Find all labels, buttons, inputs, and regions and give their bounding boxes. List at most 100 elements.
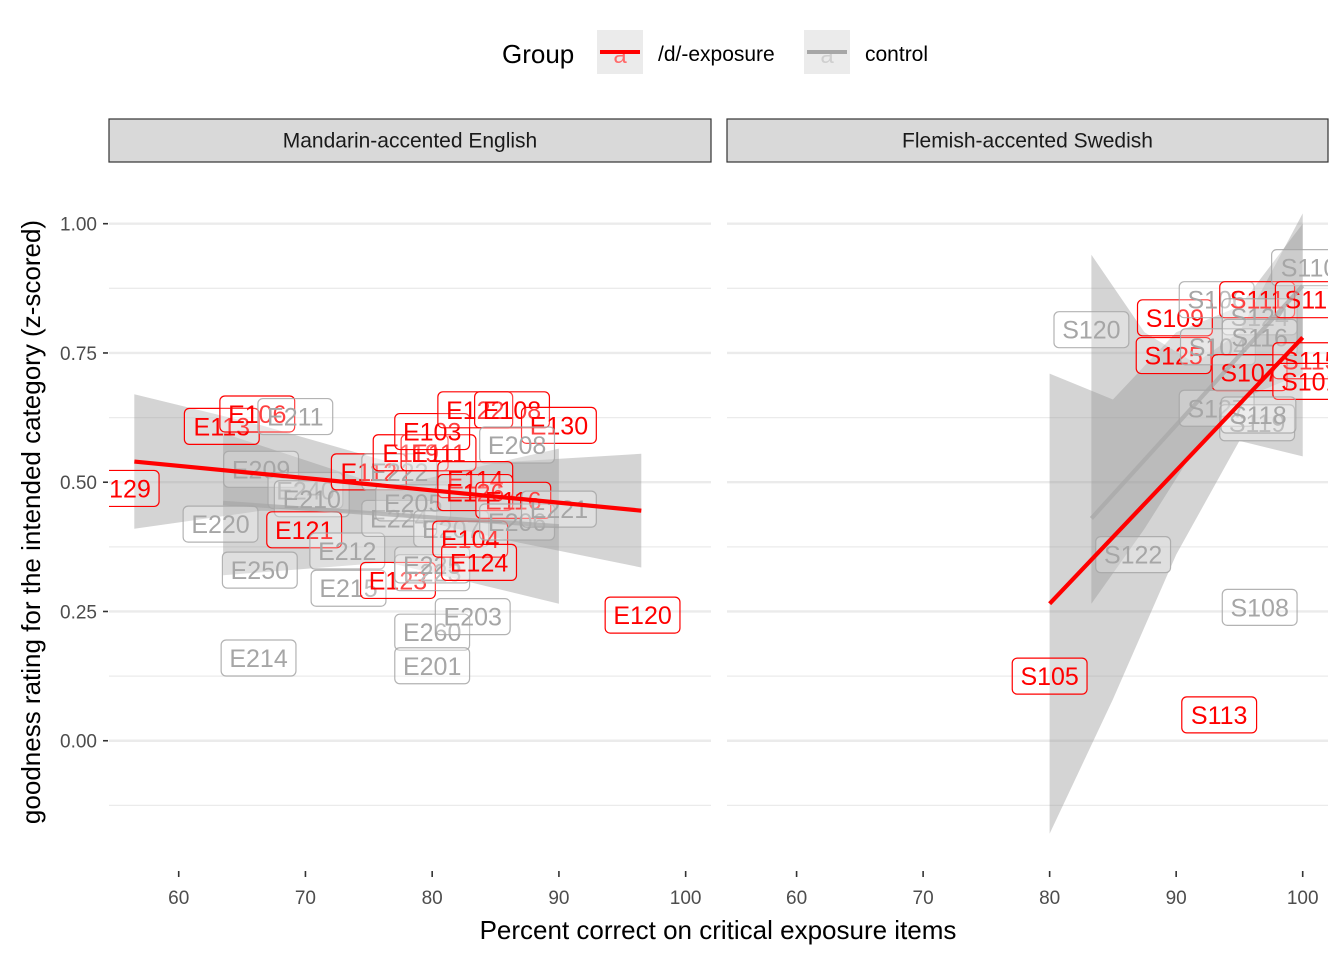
legend: Group a /d/-exposure a control: [502, 30, 928, 74]
fit-line-control: [1089, 284, 1305, 520]
x-tick-label: 70: [913, 888, 934, 909]
label-text: S106: [1187, 287, 1245, 315]
point-label-e119: E119: [372, 434, 449, 472]
fit-line-exposure: [134, 459, 642, 513]
fit-line-control: [222, 500, 560, 529]
label-text: E208: [488, 432, 546, 460]
strip-label: Mandarin-accented English: [283, 130, 537, 153]
label-box: [394, 647, 471, 685]
label-text: S117: [1285, 287, 1342, 315]
label-box: [479, 426, 556, 464]
label-box: [220, 639, 297, 677]
point-label-e211: E211: [257, 397, 334, 436]
y-tick-label: 0.00: [60, 732, 97, 753]
label-box: [361, 453, 438, 491]
point-label-s110: S110: [1271, 249, 1338, 287]
point-label-e212: E212: [309, 532, 386, 570]
label-text: E121: [275, 517, 333, 545]
label-text: S101: [1281, 368, 1339, 396]
point-label-e116: E116: [475, 481, 552, 519]
label-text: S108: [1230, 594, 1288, 622]
legend-label-control: control: [865, 43, 928, 66]
point-label-s108: S108: [1221, 588, 1298, 626]
label-box: [221, 551, 298, 589]
point-label-e106: E106: [219, 395, 296, 433]
label-text: E119: [382, 440, 439, 468]
point-label-s113: S113: [1181, 696, 1258, 734]
point-label-e130: E130: [520, 406, 597, 444]
label-text: E120: [613, 602, 671, 630]
label-box: [266, 511, 343, 549]
y-tick-label: 0.75: [60, 344, 97, 365]
strip-background: [108, 118, 712, 163]
label-box: [474, 391, 551, 429]
label-text: E224: [370, 505, 428, 533]
x-tick-label: 80: [1039, 888, 1060, 909]
label-box: [183, 407, 260, 445]
label-text: S113: [1191, 702, 1248, 730]
point-label-e222: E222: [361, 453, 438, 491]
label-text: S122: [1104, 542, 1162, 570]
label-box: [394, 613, 471, 651]
x-tick-label: 100: [1287, 888, 1319, 909]
point-label-s118: S118: [1220, 396, 1297, 434]
point-label-e103: E103: [394, 412, 471, 451]
label-box: [1221, 318, 1298, 357]
strip-background: [726, 118, 1329, 163]
label-box: [1011, 657, 1088, 695]
point-label-e214: E214: [220, 639, 297, 677]
confidence-band-exposure: [1049, 223, 1303, 834]
plot-area: S120 S109S125S106S111S124S104S116S110S117…: [1011, 213, 1342, 834]
y-tick-label: 0.25: [60, 602, 97, 623]
label-box: [1178, 281, 1255, 319]
x-tick-label: 90: [548, 888, 569, 909]
y-tick-label: 1.00: [60, 215, 97, 236]
label-text: E124: [450, 549, 508, 577]
point-label-s117: S117: [1274, 281, 1342, 319]
label-box: [1272, 362, 1328, 400]
point-label-s106: S106: [1178, 281, 1255, 319]
label-text: E220: [191, 511, 249, 539]
x-tick-label: 60: [786, 888, 807, 909]
label-text: S109: [1146, 305, 1204, 333]
label-text: E211: [267, 404, 324, 432]
label-box: [309, 532, 386, 570]
label-text: S116: [1231, 324, 1288, 352]
label-text: E130: [530, 412, 588, 440]
label-box: [520, 406, 597, 444]
label-box: [109, 469, 160, 508]
panels: Mandarin-accented English 0.00 0.25 0.50 0.7…: [60, 118, 1342, 909]
label-box: [441, 543, 518, 581]
point-label-e113: E113: [183, 407, 260, 445]
legend-key-glyph-control: a: [820, 42, 834, 69]
point-label-e129: E129: [109, 469, 160, 508]
x-tick-label: 90: [1166, 888, 1187, 909]
point-label-s101: S101: [1272, 362, 1339, 400]
point-label-e221: E221: [520, 490, 597, 528]
legend-title: Group: [502, 39, 574, 69]
label-text: S125: [1144, 343, 1202, 371]
point-label-s105: S105: [1011, 657, 1088, 695]
x-axis-title: Percent correct on critical exposure ite…: [480, 915, 957, 945]
label-box: [434, 598, 511, 636]
point-label-e209: E209: [223, 450, 300, 488]
point-label-e220: E220: [182, 505, 259, 543]
label-text: E250: [231, 557, 289, 585]
label-text: E222: [370, 459, 428, 487]
label-box: [257, 397, 334, 436]
point-label-s124: S124: [1221, 298, 1298, 336]
point-label-e120: E120: [604, 596, 681, 634]
x-tick-label: 100: [670, 888, 702, 909]
point-label-e201: E201: [394, 647, 471, 685]
label-text: S110: [1281, 255, 1338, 283]
label-box: [1053, 311, 1130, 349]
point-label-e111: E111: [400, 434, 477, 472]
label-box: [375, 484, 452, 522]
point-label-e124: E124: [441, 543, 518, 581]
y-tick-label: 0.50: [60, 473, 97, 494]
legend-label-exposure: /d/-exposure: [658, 43, 775, 66]
point-label-e108: E108: [474, 391, 551, 429]
point-label-s104: S104: [1179, 328, 1256, 366]
label-text: E106: [228, 401, 286, 429]
fit-line-exposure: [1048, 336, 1305, 606]
